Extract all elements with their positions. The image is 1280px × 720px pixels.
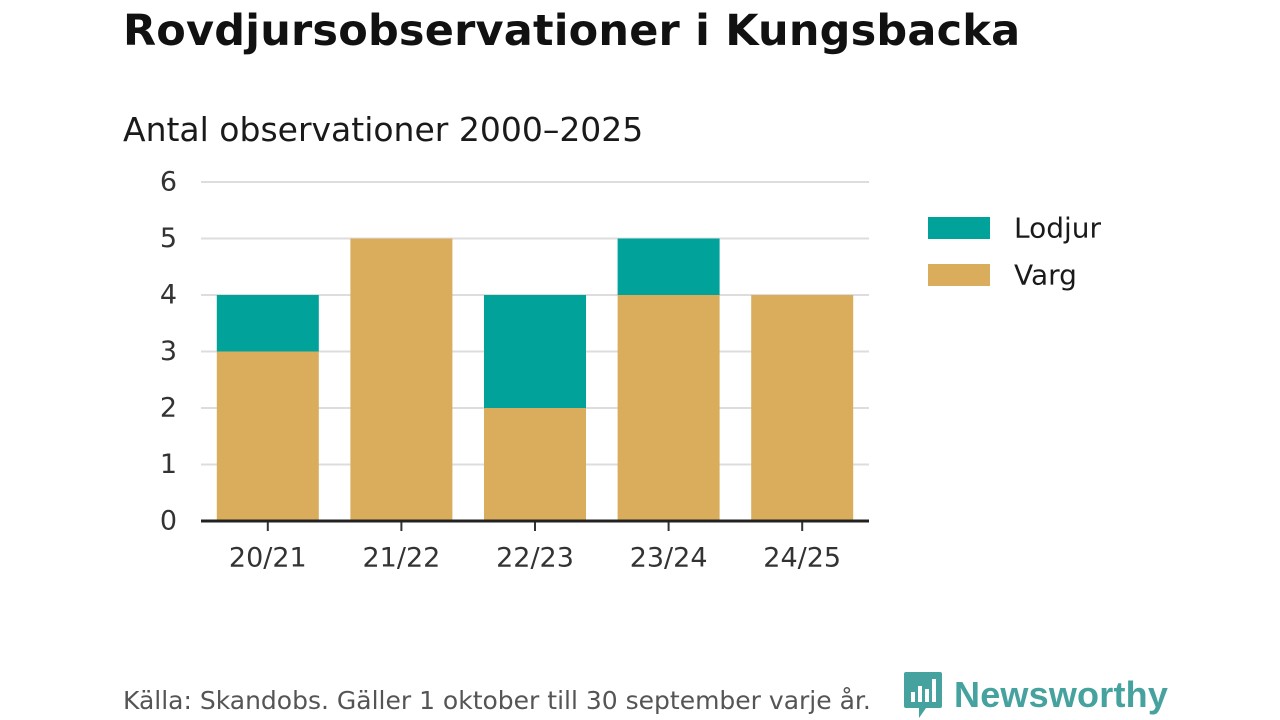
axes: 0 1 2 3 4 5 6 20/21 21/22 22/23 23/24 24/25 [160,167,869,574]
chart-subtitle: Antal observationer 2000–2025 [123,110,644,149]
bar-varg-24-25 [751,295,854,521]
newsworthy-logo-icon [904,672,942,718]
legend: Lodjur Varg [928,212,1102,292]
brand-name: Newsworthy [954,674,1169,715]
y-tick-label: 0 [160,506,177,537]
bars [216,238,854,521]
x-tick-label: 24/25 [763,543,841,574]
x-tick-label: 21/22 [362,543,440,574]
bar-varg-21-22 [350,238,453,521]
y-tick-label: 5 [160,223,177,254]
legend-label-varg: Varg [1014,259,1077,292]
x-tick-label: 22/23 [496,543,574,574]
legend-swatch-varg [928,264,990,286]
bar-lodjur-23-24 [617,238,720,295]
bar-varg-23-24 [617,295,720,521]
y-tick-label: 4 [160,280,177,311]
bar-lodjur-22-23 [484,295,586,408]
brand-logo[interactable]: Newsworthy [902,670,1168,720]
chart-title: Rovdjursobservationer i Kungsbacka [123,6,1021,56]
legend-swatch-lodjur [928,217,990,239]
y-tick-label: 1 [160,449,177,480]
y-tick-label: 3 [160,336,177,367]
bar-varg-22-23 [484,408,586,521]
bar-varg-20-21 [216,351,319,521]
y-tick-label: 6 [160,167,177,198]
x-tick-label: 20/21 [229,543,307,574]
legend-label-lodjur: Lodjur [1014,212,1102,245]
x-tick-label: 23/24 [630,543,708,574]
source-note: Källa: Skandobs. Gäller 1 oktober till 3… [123,686,871,715]
y-tick-label: 2 [160,393,177,424]
bar-lodjur-20-21 [216,295,319,352]
